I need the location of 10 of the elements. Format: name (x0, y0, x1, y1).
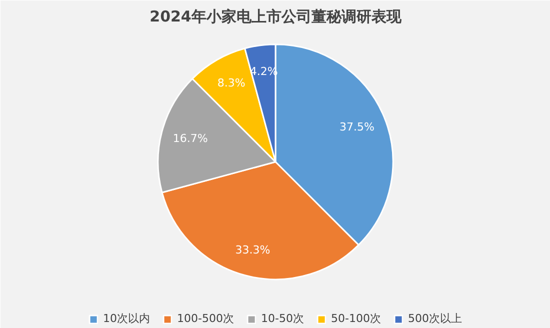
data-label: 33.3% (235, 244, 270, 257)
data-label: 37.5% (339, 120, 374, 134)
chart-title: 2024年小家电上市公司董秘调研表现 (150, 8, 402, 26)
legend-label: 10-50次 (261, 311, 304, 326)
legend-label: 100-500次 (177, 311, 234, 326)
legend-label: 50-100次 (330, 311, 381, 326)
legend-label: 500次以上 (408, 311, 462, 326)
data-label: 8.3% (217, 76, 246, 90)
data-label: 16.7% (172, 132, 208, 145)
legend-label: 10次以内 (103, 311, 150, 326)
